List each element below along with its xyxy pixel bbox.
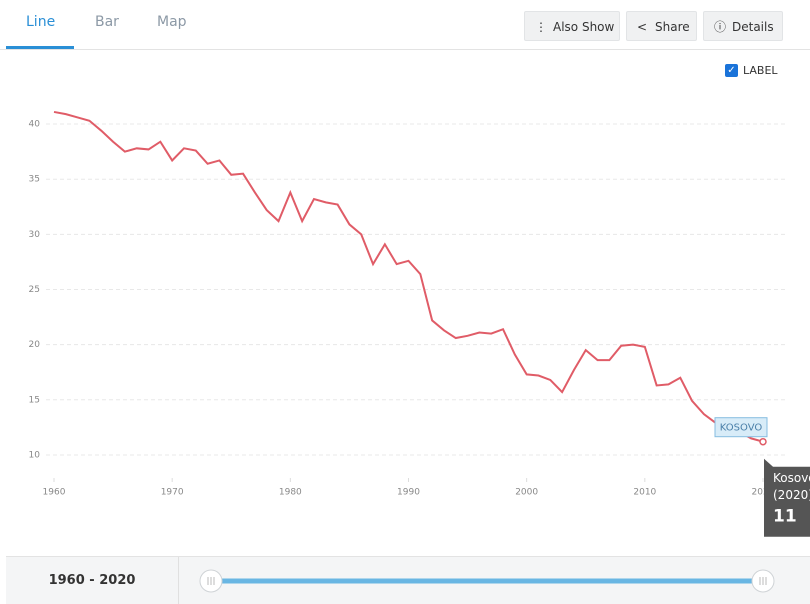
range-panel: 1960 - 2020 xyxy=(6,556,810,604)
x-tick-label: 1970 xyxy=(161,488,184,498)
button-label: Also Show xyxy=(553,20,615,34)
divider xyxy=(178,557,179,604)
tooltip-period: (2020) xyxy=(773,488,810,502)
y-tick-label: 40 xyxy=(29,120,41,130)
label-toggle[interactable]: LABEL xyxy=(743,64,778,77)
range-label: 1960 - 2020 xyxy=(48,573,136,588)
label-text: KOSOVO xyxy=(720,423,763,434)
button-label: Share xyxy=(655,20,690,34)
checkbox[interactable]: ✓ xyxy=(725,64,738,77)
x-tick-label: 1990 xyxy=(397,488,420,498)
y-tick-label: 25 xyxy=(29,285,40,295)
tab[interactable]: Bar xyxy=(95,14,119,30)
button-label: Details xyxy=(732,20,774,34)
x-tick-label: 2000 xyxy=(515,488,538,498)
end-point xyxy=(759,437,767,446)
x-tick-label: 2010 xyxy=(633,488,656,498)
share-button[interactable]: < Share xyxy=(626,11,697,41)
top-bar: Line Bar Map ⋮ Also Show < Share ⓘ Details xyxy=(0,0,810,50)
tooltip-name: Kosovo xyxy=(773,471,810,485)
details-button[interactable]: ⓘ Details xyxy=(703,11,783,41)
label-box xyxy=(714,417,768,438)
y-tick-label: 10 xyxy=(29,450,41,460)
series-label: KOSOVO xyxy=(714,417,768,438)
chart: 10 15 20 25 30 35 40 1960 1970 1980 1990 2000 2010 20… xyxy=(29,110,810,537)
x-tick-label: 1960 xyxy=(43,488,66,498)
x-tick-label: 1980 xyxy=(279,488,302,498)
series-line xyxy=(53,110,764,443)
tab[interactable]: Line xyxy=(26,14,56,30)
y-tick-label: 35 xyxy=(29,175,40,185)
y-tick-label: 30 xyxy=(29,230,41,240)
tab[interactable]: Map xyxy=(157,14,187,30)
tooltip-value: 11 xyxy=(773,507,797,527)
x-tick-label: 2020 xyxy=(752,488,775,498)
also-show-button[interactable]: ⋮ Also Show xyxy=(524,11,620,41)
y-tick-label: 15 xyxy=(29,395,40,405)
tooltip-box xyxy=(764,458,810,537)
tab-underline xyxy=(6,46,74,49)
tooltip: Kosovo (2020) 11 xyxy=(764,458,810,537)
y-tick-label: 20 xyxy=(29,340,41,350)
